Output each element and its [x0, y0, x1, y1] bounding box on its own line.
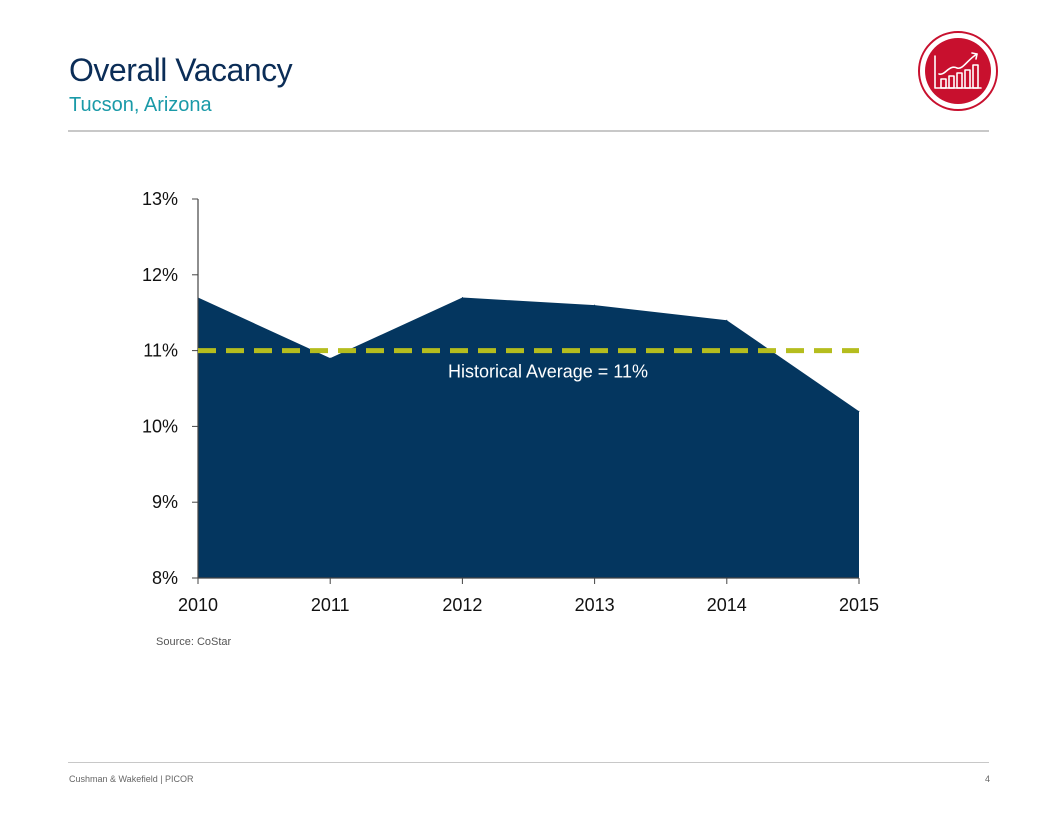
y-tick-label: 12%	[142, 265, 178, 285]
source-note: Source: CoStar	[156, 636, 232, 648]
x-tick-label: 2011	[311, 595, 350, 615]
y-tick-label: 11%	[143, 341, 178, 361]
y-tick-label: 10%	[142, 416, 178, 436]
data-point-2013	[594, 304, 596, 306]
data-point-2014	[726, 319, 728, 321]
x-tick-label: 2013	[575, 595, 615, 615]
header-divider	[68, 130, 989, 132]
y-tick-label: 8%	[152, 568, 178, 588]
footer-company: Cushman & Wakefield | PICOR	[69, 774, 194, 784]
page-number: 4	[984, 774, 990, 784]
footer-divider	[68, 762, 989, 763]
historical-average-label: Historical Average = 11%	[448, 362, 648, 382]
chart-growth-icon	[917, 30, 999, 112]
y-tick-label: 9%	[152, 492, 178, 512]
vacancy-chart: 8% 9% 10% 11% 12% 13% 2010 2011 2012 2013 2014 2015…	[142, 189, 879, 615]
data-point-2015	[858, 410, 860, 412]
data-point-2011	[329, 357, 331, 359]
x-tick-label: 2014	[707, 595, 747, 615]
x-tick-label: 2012	[442, 595, 482, 615]
vacancy-area	[198, 297, 859, 578]
data-point-2012	[461, 297, 463, 299]
y-tick-label: 13%	[142, 189, 178, 209]
page-subtitle: Tucson, Arizona	[69, 94, 212, 116]
x-tick-label: 2010	[178, 595, 218, 615]
x-tick-label: 2015	[839, 595, 879, 615]
page-title: Overall Vacancy	[69, 52, 293, 88]
